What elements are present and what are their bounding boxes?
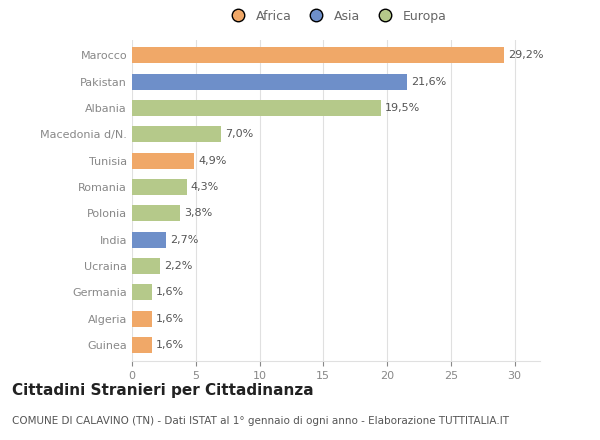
Bar xyxy=(132,205,181,221)
Bar xyxy=(132,100,380,116)
Text: 1,6%: 1,6% xyxy=(156,340,184,350)
Bar xyxy=(132,74,407,90)
Text: 21,6%: 21,6% xyxy=(411,77,446,87)
Bar xyxy=(132,153,194,169)
Bar xyxy=(132,232,166,248)
Text: 19,5%: 19,5% xyxy=(385,103,420,113)
Text: 2,2%: 2,2% xyxy=(164,261,192,271)
Text: 3,8%: 3,8% xyxy=(184,209,212,218)
Bar xyxy=(132,126,221,142)
Text: COMUNE DI CALAVINO (TN) - Dati ISTAT al 1° gennaio di ogni anno - Elaborazione T: COMUNE DI CALAVINO (TN) - Dati ISTAT al … xyxy=(12,416,509,426)
Text: 4,3%: 4,3% xyxy=(191,182,219,192)
Bar xyxy=(132,337,152,353)
Bar xyxy=(132,284,152,300)
Bar xyxy=(132,179,187,195)
Text: 1,6%: 1,6% xyxy=(156,287,184,297)
Text: 7,0%: 7,0% xyxy=(225,129,253,139)
Bar xyxy=(132,311,152,326)
Bar xyxy=(132,258,160,274)
Legend: Africa, Asia, Europa: Africa, Asia, Europa xyxy=(223,7,449,26)
Text: 2,7%: 2,7% xyxy=(170,235,199,245)
Text: 29,2%: 29,2% xyxy=(508,51,544,60)
Text: Cittadini Stranieri per Cittadinanza: Cittadini Stranieri per Cittadinanza xyxy=(12,383,314,398)
Bar xyxy=(132,48,504,63)
Text: 4,9%: 4,9% xyxy=(198,156,227,166)
Text: 1,6%: 1,6% xyxy=(156,314,184,324)
